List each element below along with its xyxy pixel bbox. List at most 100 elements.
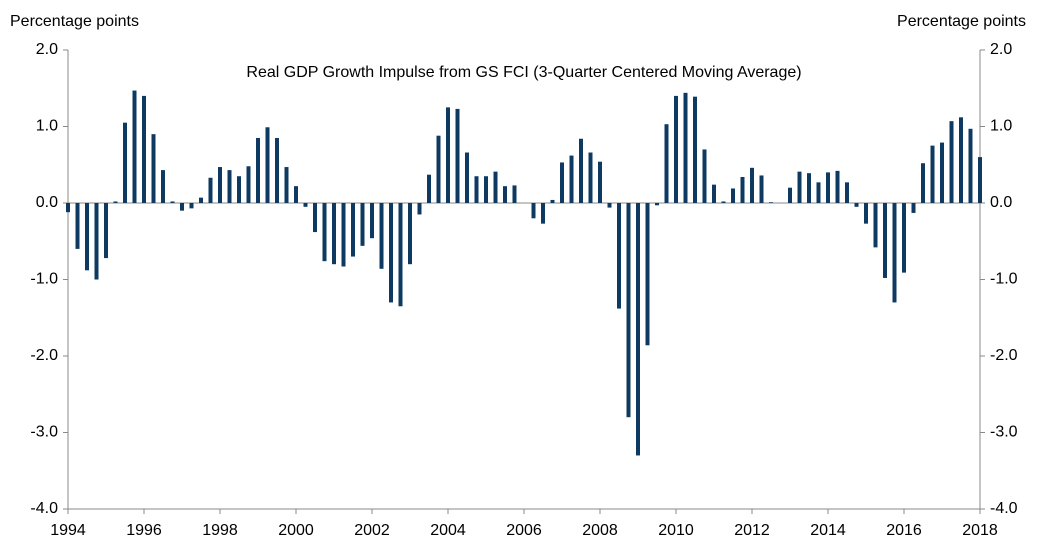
bar [427, 174, 431, 203]
bar [332, 203, 336, 265]
bar [512, 185, 517, 203]
bar [85, 203, 89, 271]
bar [759, 175, 764, 203]
bar [826, 172, 830, 203]
bar [797, 171, 802, 203]
bar [94, 203, 99, 280]
bar [474, 176, 479, 203]
bar [674, 95, 678, 203]
x-tick-label: 1996 [126, 522, 162, 539]
bar [693, 96, 697, 203]
y2-tick-label: -4.0 [990, 500, 1018, 517]
y-tick-label: -4.0 [30, 500, 58, 517]
bar [598, 161, 602, 203]
bar [294, 186, 298, 203]
bar [208, 177, 213, 203]
x-tick-label: 2004 [430, 522, 466, 539]
bar [370, 203, 374, 239]
bar [921, 163, 925, 203]
bar [417, 203, 422, 215]
x-tick-label: 2016 [886, 522, 922, 539]
bar [265, 127, 270, 203]
bar [104, 203, 108, 259]
bar [560, 162, 564, 203]
bar [978, 157, 982, 203]
bar [854, 203, 859, 207]
bar [683, 92, 688, 203]
x-tick-label: 2002 [354, 522, 390, 539]
x-tick-label: 2018 [962, 522, 998, 539]
bar [712, 184, 716, 203]
y2-tick-label: -1.0 [990, 271, 1018, 288]
bar [617, 203, 621, 309]
y2-tick-label: -2.0 [990, 347, 1018, 364]
y2-tick-label: -3.0 [990, 424, 1018, 441]
bar [436, 135, 441, 203]
bar [750, 167, 754, 203]
bar [246, 166, 251, 203]
bar [351, 203, 355, 257]
bar [883, 203, 887, 278]
bar [408, 203, 412, 265]
bar [322, 203, 327, 262]
x-tick-label: 2012 [734, 522, 770, 539]
bar [740, 176, 745, 203]
bar [655, 203, 659, 206]
x-tick-label: 2008 [582, 522, 618, 539]
bar [170, 201, 175, 203]
bar [636, 203, 640, 456]
bar [493, 171, 498, 203]
y2-tick-label: 2.0 [990, 41, 1012, 58]
bar [541, 203, 545, 224]
bar [75, 203, 80, 249]
bar [769, 202, 773, 203]
bar [227, 170, 232, 203]
bar [949, 121, 954, 203]
y-tick-label: -1.0 [30, 271, 58, 288]
bar [816, 182, 821, 203]
bar [218, 167, 222, 203]
x-tick-label: 1998 [202, 522, 238, 539]
bar [275, 137, 279, 203]
y-tick-label: 0.0 [36, 194, 58, 211]
y2-tick-label: 0.0 [990, 194, 1012, 211]
bar [959, 117, 963, 203]
chart-title: Real GDP Growth Impulse from GS FCI (3-Q… [246, 64, 801, 81]
bar [911, 203, 916, 213]
y-axis-label: Percentage points [10, 13, 139, 30]
bar [161, 170, 165, 203]
bar [788, 187, 792, 203]
bar [702, 149, 707, 203]
bar [113, 201, 118, 203]
x-tick-label: 2000 [278, 522, 314, 539]
bar [626, 203, 631, 418]
bar [484, 176, 488, 203]
bar [180, 203, 184, 211]
bar [930, 145, 935, 203]
bar [237, 176, 241, 203]
y-tick-label: 1.0 [36, 118, 58, 135]
bar [588, 152, 593, 203]
bar [721, 201, 726, 203]
x-tick-label: 2014 [810, 522, 846, 539]
bar [902, 203, 906, 273]
y2-tick-label: 1.0 [990, 118, 1012, 135]
bar [579, 138, 583, 203]
bar [864, 203, 868, 224]
bar [940, 142, 944, 203]
bar [284, 167, 289, 203]
bar [66, 203, 70, 213]
bar [313, 203, 317, 233]
bar [446, 107, 450, 203]
bar [607, 203, 612, 208]
bar [189, 203, 194, 209]
bar [731, 188, 735, 203]
bar [645, 203, 650, 346]
bar [455, 108, 460, 203]
bar [550, 199, 555, 203]
bar [845, 182, 849, 203]
bar [132, 90, 137, 203]
bar [531, 203, 536, 219]
bar [151, 134, 156, 203]
bar [807, 173, 811, 203]
